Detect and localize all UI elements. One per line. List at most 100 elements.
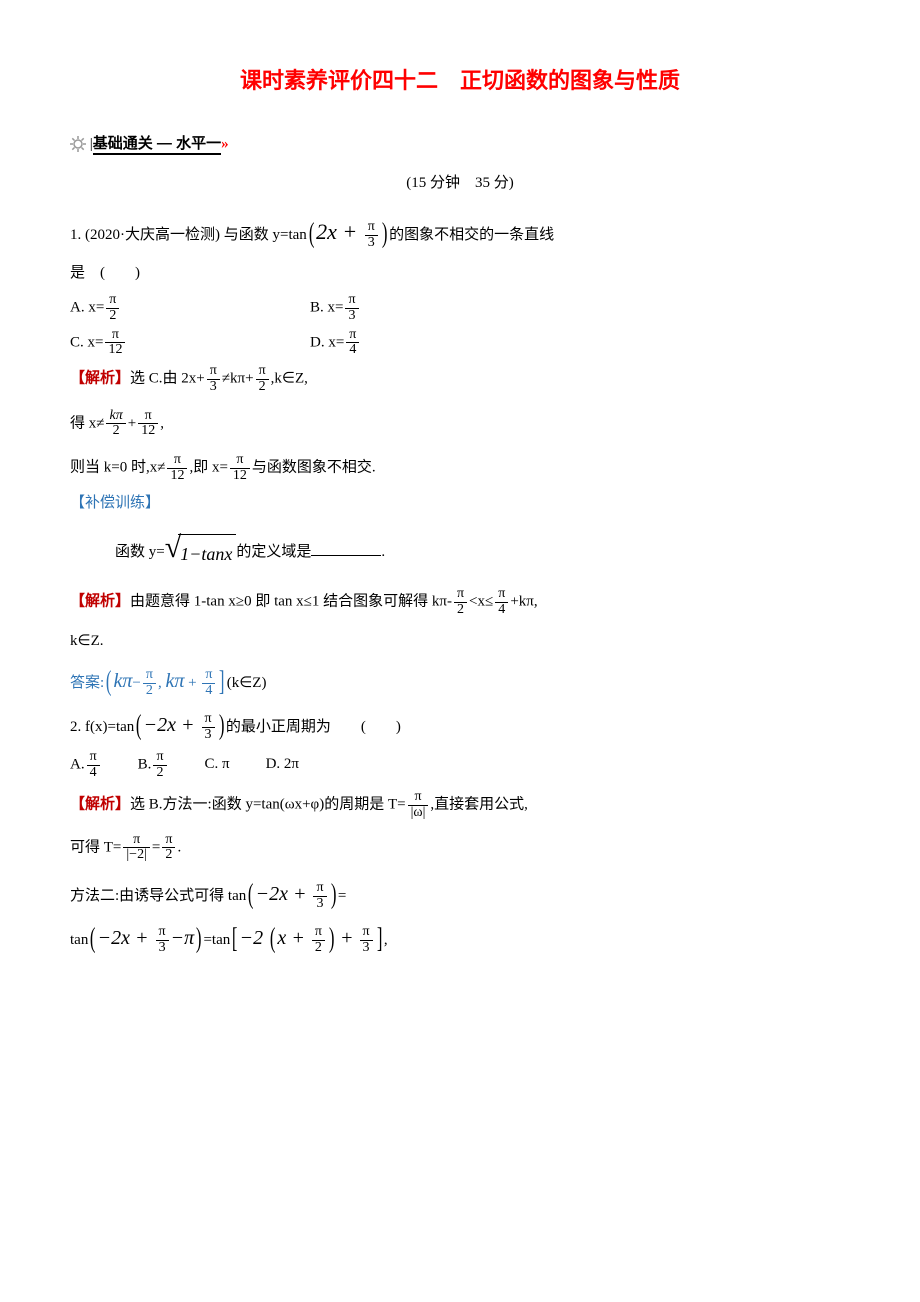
- rparen-icon: ): [382, 221, 388, 246]
- q2-option-d: D. 2π: [266, 750, 299, 780]
- opt-label: B.: [138, 756, 152, 772]
- rparen-icon: ): [196, 926, 202, 951]
- txt: +kπ,: [510, 594, 537, 610]
- lparen-icon: (: [90, 926, 96, 951]
- opt-label: A.: [70, 756, 85, 772]
- section-label: 基础通关 — 水平一: [93, 135, 221, 155]
- q2-option-c: C. π: [205, 750, 230, 780]
- q1-jiexi-line1: 【解析】选 C.由 2x+π3≠kπ+π2,k∈Z,: [70, 364, 850, 394]
- jiexi-label: 【解析】: [70, 594, 130, 610]
- q2-options: A.π4 B.π2 C. π D. 2π: [70, 750, 850, 780]
- den: 4: [495, 603, 508, 618]
- num: π: [202, 712, 215, 728]
- double-arrow-icon: »: [221, 136, 229, 152]
- txt: +: [288, 883, 312, 905]
- txt: 则当 k=0 时,x≠: [70, 460, 165, 476]
- txt: 得 x≠: [70, 415, 104, 431]
- den: 2: [454, 603, 467, 618]
- den: 3: [313, 897, 326, 912]
- q2-jiexi-m2-l1: 方法二:由诱导公式可得 tan(−2x + π3)=: [70, 875, 850, 913]
- num: π: [123, 833, 150, 849]
- den: 4: [87, 766, 100, 781]
- num: π: [495, 587, 508, 603]
- den: 12: [167, 469, 187, 484]
- rparen-icon: ): [330, 882, 336, 907]
- lparen-icon: (: [309, 221, 315, 246]
- txt: 2. f(x)=tan: [70, 719, 134, 735]
- jiexi-label: 【解析】: [70, 371, 130, 387]
- num: π: [162, 833, 175, 849]
- txt: tanx: [201, 544, 232, 564]
- num: π: [138, 409, 158, 425]
- var: x: [167, 714, 176, 736]
- num: π: [230, 453, 250, 469]
- txt: kπ: [114, 670, 133, 692]
- q1-jiexi-line2: 得 x≠kπ2+π12,: [70, 409, 850, 439]
- num: π: [207, 364, 220, 380]
- den: 12: [138, 424, 158, 439]
- opt-num: π: [106, 293, 119, 309]
- lparen-icon: (: [136, 713, 142, 738]
- txt: −2: [256, 883, 280, 905]
- num: π: [312, 925, 325, 941]
- opt-label: C. x=: [70, 334, 103, 350]
- opt-den: 2: [106, 309, 119, 324]
- txt: −π: [171, 927, 195, 949]
- txt: .: [381, 544, 385, 560]
- txt: 选 B.方法一:函数 y=tan(ωx+φ)的周期是 T=: [130, 797, 406, 813]
- opt-num: π: [346, 328, 359, 344]
- txt: 的最小正周期为 ( ): [226, 719, 401, 735]
- txt: 的定义域是: [236, 544, 311, 560]
- den: 2: [106, 424, 125, 439]
- lparen-icon: (: [270, 926, 276, 951]
- txt: +: [128, 415, 136, 431]
- var: x: [277, 927, 286, 949]
- den: 3: [156, 941, 169, 956]
- num: π: [256, 364, 269, 380]
- den: 2: [256, 380, 269, 395]
- q1-option-b: B. x=π3: [310, 293, 850, 323]
- den: 2: [153, 766, 166, 781]
- txt: −2: [144, 714, 168, 736]
- q1-var: x: [327, 219, 337, 244]
- txt: ,k∈Z,: [271, 371, 308, 387]
- txt: (k∈Z): [227, 675, 267, 691]
- num: π: [313, 881, 326, 897]
- supp-jiexi-line2: k∈Z.: [70, 627, 850, 656]
- rbracket-icon: ]: [376, 926, 382, 951]
- opt-num: π: [105, 328, 125, 344]
- txt: =: [338, 888, 346, 904]
- txt: ,即 x=: [189, 460, 227, 476]
- rbracket-icon: ]: [219, 669, 225, 694]
- q2-jiexi-m1-l1: 【解析】选 B.方法一:函数 y=tan(ωx+φ)的周期是 T=π|ω|,直接…: [70, 790, 850, 820]
- q1-jiexi-line3: 则当 k=0 时,x≠π12,即 x=π12与函数图象不相交.: [70, 453, 850, 483]
- txt: <x≤: [469, 594, 493, 610]
- opt-label: B. x=: [310, 300, 343, 316]
- den: 3: [207, 380, 220, 395]
- num: π: [408, 790, 429, 806]
- txt: =tan: [203, 932, 230, 948]
- num: π: [156, 925, 169, 941]
- txt: ,: [160, 415, 164, 431]
- q1-option-d: D. x=π4: [310, 328, 850, 358]
- txt: −2: [98, 927, 122, 949]
- lparen-icon: (: [106, 669, 112, 694]
- jiexi-label: 【解析】: [70, 797, 130, 813]
- q1-coeff: 2: [316, 219, 327, 244]
- opt-den: 4: [346, 343, 359, 358]
- q1-options: A. x=π2 B. x=π3 C. x=π12 D. x=π4: [70, 293, 850, 358]
- den: 3: [202, 728, 215, 743]
- q1-den: 3: [365, 236, 378, 251]
- opt-label: D. x=: [310, 334, 344, 350]
- txt: 函数 y=: [115, 544, 165, 560]
- var: x: [279, 883, 288, 905]
- den: 12: [230, 469, 250, 484]
- lbracket-icon: [: [232, 926, 238, 951]
- q1-num: π: [365, 220, 378, 236]
- den: |−2|: [123, 848, 150, 863]
- num: π: [202, 668, 215, 684]
- num: kπ: [106, 409, 125, 425]
- num: π: [454, 587, 467, 603]
- txt: +: [286, 927, 310, 949]
- txt: ≠kπ+: [222, 371, 254, 387]
